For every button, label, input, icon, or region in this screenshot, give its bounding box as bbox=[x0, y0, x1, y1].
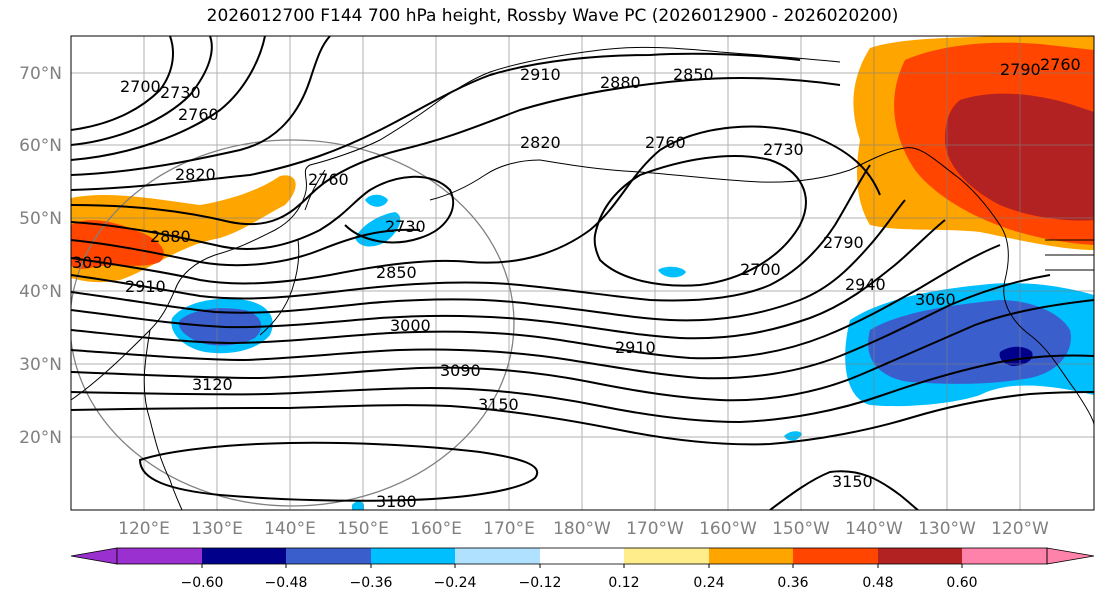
colorbar-segment bbox=[624, 548, 709, 564]
contour-label: 2790 bbox=[1000, 60, 1041, 79]
contour-label: 3060 bbox=[915, 290, 956, 309]
negative-anomaly-cyan-okhotsk bbox=[365, 194, 388, 207]
contour-label: 3150 bbox=[478, 395, 519, 414]
colorbar-segment bbox=[540, 548, 624, 564]
contour-label: 2730 bbox=[385, 217, 426, 236]
colorbar-tick-label: −0.48 bbox=[265, 575, 308, 591]
contour-label: 2910 bbox=[125, 277, 166, 296]
colorbar-tick-label: 0.60 bbox=[946, 575, 977, 591]
contour-label: 2760 bbox=[308, 170, 349, 189]
lon-label: 120°W bbox=[991, 519, 1049, 539]
lon-label: 130°W bbox=[918, 519, 976, 539]
map-frame bbox=[70, 35, 1095, 511]
negative-anomaly-cyan-hawaii bbox=[784, 431, 802, 441]
lat-label: 30°N bbox=[19, 355, 62, 375]
contour-label: 2700 bbox=[120, 77, 161, 96]
lon-label: 140°W bbox=[845, 519, 903, 539]
colorbar-tick-label: −0.12 bbox=[519, 575, 562, 591]
colorbar: −0.60 −0.48 −0.36 −0.24 −0.12 0.12 0.24 … bbox=[70, 547, 1095, 591]
lon-label: 130°E bbox=[191, 519, 243, 539]
colorbar-segment bbox=[878, 548, 962, 564]
colorbar-segment bbox=[709, 548, 793, 564]
colorbar-frame bbox=[116, 547, 1048, 565]
contour-label: 3000 bbox=[390, 316, 431, 335]
contour-label: 3150 bbox=[832, 472, 873, 491]
lat-label: 20°N bbox=[19, 428, 62, 448]
contour-label: 2850 bbox=[673, 65, 714, 84]
reference-circle bbox=[71, 139, 515, 507]
lat-label: 70°N bbox=[19, 64, 62, 84]
colorbar-tick-label: 0.36 bbox=[777, 575, 808, 591]
colorbar-segment bbox=[793, 548, 878, 564]
positive-anomaly-red-west bbox=[71, 220, 164, 269]
map-panel: 2910 2880 2850 2700 2730 2760 2820 2760 … bbox=[71, 36, 1094, 511]
contour-label: 2940 bbox=[845, 275, 886, 294]
colorbar-ticks bbox=[201, 564, 963, 568]
contour-label: 2790 bbox=[823, 233, 864, 252]
contour-label: 2760 bbox=[645, 133, 686, 152]
colorbar-tick-label: −0.24 bbox=[434, 575, 477, 591]
contour-label: 2820 bbox=[520, 133, 561, 152]
contour-label: 2880 bbox=[150, 227, 191, 246]
contour-label: 2850 bbox=[376, 263, 417, 282]
longitude-labels: 120°E 130°E 140°E 150°E 160°E 170°E 180°… bbox=[118, 519, 1049, 539]
colorbar-tick-label: 0.24 bbox=[693, 575, 724, 591]
contour-label: 3090 bbox=[440, 361, 481, 380]
negative-anomaly-cyan-south bbox=[352, 501, 364, 510]
lon-label: 140°E bbox=[264, 519, 316, 539]
contour-label: 2760 bbox=[178, 105, 219, 124]
colorbar-segment bbox=[117, 548, 202, 564]
colorbar-tick-label: 0.48 bbox=[862, 575, 893, 591]
lon-label: 160°W bbox=[699, 519, 757, 539]
lon-label: 150°W bbox=[772, 519, 830, 539]
colorbar-tick-label: −0.36 bbox=[350, 575, 393, 591]
negative-anomaly-cyan-mid bbox=[658, 266, 686, 278]
lon-label: 160°E bbox=[410, 519, 462, 539]
contour-label: 2910 bbox=[615, 338, 656, 357]
contour-labels: 2910 2880 2850 2700 2730 2760 2820 2760 … bbox=[72, 55, 1081, 511]
lon-label: 180°W bbox=[553, 519, 611, 539]
contour-label: 3030 bbox=[72, 253, 113, 272]
height-contours bbox=[71, 36, 1094, 510]
lat-label: 50°N bbox=[19, 209, 62, 229]
colorbar-extend-low bbox=[70, 547, 118, 565]
latitude-labels: 70°N 60°N 50°N 40°N 30°N 20°N bbox=[19, 64, 62, 448]
contour-label: 3180 bbox=[376, 492, 417, 511]
map-title: 2026012700 F144 700 hPa height, Rossby W… bbox=[206, 6, 899, 26]
lat-label: 40°N bbox=[19, 282, 62, 302]
contour-label: 2730 bbox=[160, 83, 201, 102]
colorbar-segment bbox=[455, 548, 540, 564]
colorbar-tick-label: −0.60 bbox=[181, 575, 224, 591]
colorbar-segment bbox=[286, 548, 371, 564]
lon-label: 170°W bbox=[626, 519, 684, 539]
contour-label: 3120 bbox=[192, 375, 233, 394]
lon-label: 120°E bbox=[118, 519, 170, 539]
contour-label: 2760 bbox=[1040, 55, 1081, 74]
contour-label: 2820 bbox=[175, 165, 216, 184]
lon-label: 150°E bbox=[337, 519, 389, 539]
colorbar-tick-label: 0.12 bbox=[608, 575, 639, 591]
coastlines bbox=[71, 46, 1094, 510]
contour-label: 2880 bbox=[600, 73, 641, 92]
colorbar-extend-high bbox=[1046, 547, 1095, 565]
contour-label: 2700 bbox=[740, 260, 781, 279]
colorbar-segment bbox=[962, 548, 1047, 564]
colorbar-segment bbox=[371, 548, 455, 564]
lon-label: 170°E bbox=[483, 519, 535, 539]
colorbar-segment bbox=[202, 548, 286, 564]
contour-label: 2910 bbox=[520, 65, 561, 84]
lat-label: 60°N bbox=[19, 136, 62, 156]
contour-label: 2730 bbox=[763, 140, 804, 159]
